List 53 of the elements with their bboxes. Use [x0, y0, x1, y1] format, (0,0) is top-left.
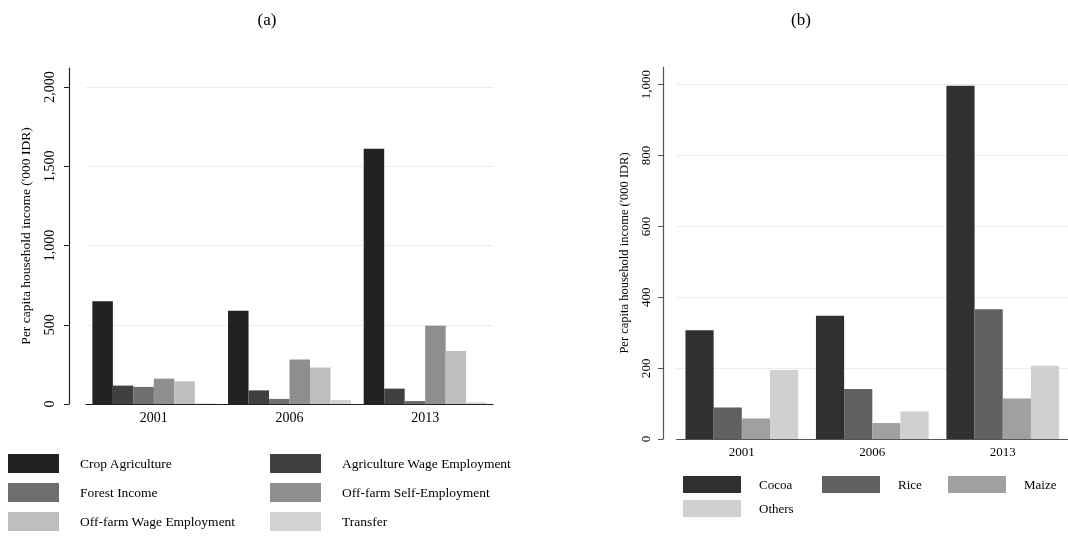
- legend-label: Cocoa: [759, 477, 793, 492]
- x-tick-label: 2001: [728, 444, 755, 459]
- bar: [330, 400, 351, 404]
- bar: [815, 315, 845, 439]
- x-tick-label: 2013: [411, 409, 440, 425]
- legend-label: Maize: [1024, 477, 1057, 492]
- legend-label: Off-farm Wage Employment: [80, 514, 236, 529]
- bar: [404, 400, 426, 404]
- bar: [112, 385, 134, 404]
- bar: [900, 411, 929, 439]
- legend-label: Off-farm Self-Employment: [342, 485, 491, 500]
- legend-label: Forest Income: [80, 485, 158, 500]
- bar: [741, 418, 771, 439]
- bar: [384, 388, 405, 404]
- bar: [946, 85, 975, 439]
- legend-label: Others: [759, 501, 794, 516]
- bar: [133, 386, 154, 404]
- bar: [1030, 365, 1060, 439]
- x-tick-label: 2001: [139, 409, 168, 425]
- y-axis-title: Per capita household income ('000 IDR): [17, 127, 33, 345]
- y-tick-label: 500: [41, 314, 57, 336]
- y-tick-label: 0: [638, 435, 653, 443]
- x-tick-label: 2006: [275, 409, 304, 425]
- legend-label: Transfer: [342, 514, 388, 529]
- y-axis-title: Per capita household income ('000 IDR): [616, 152, 631, 354]
- y-tick-label: 1,000: [41, 229, 57, 262]
- bar: [289, 359, 310, 404]
- bar: [770, 369, 799, 439]
- y-tick-label: 2,000: [41, 71, 57, 103]
- chart-title: (a): [257, 10, 277, 29]
- legend-label: Agriculture Wage Employment: [342, 456, 512, 471]
- bar: [269, 398, 290, 404]
- bar: [248, 390, 270, 404]
- legend-label: Crop Agriculture: [80, 456, 172, 471]
- x-tick-label: 2013: [989, 444, 1016, 459]
- bar: [153, 378, 175, 404]
- bar: [685, 330, 714, 439]
- bar: [872, 423, 901, 439]
- chart-title: (b): [791, 10, 811, 29]
- x-tick-label: 2006: [859, 444, 886, 459]
- y-tick-label: 1,000: [638, 70, 653, 100]
- bar: [445, 350, 467, 404]
- bar: [1002, 398, 1031, 439]
- y-tick-label: 1,500: [41, 150, 57, 183]
- y-tick-label: 200: [638, 358, 653, 378]
- bar: [309, 367, 331, 404]
- y-tick-label: 800: [638, 145, 653, 166]
- legend-label: Rice: [898, 477, 923, 492]
- bar: [425, 325, 446, 404]
- y-tick-label: 0: [41, 400, 57, 408]
- y-tick-label: 600: [638, 216, 653, 237]
- bar: [174, 381, 195, 404]
- y-tick-label: 400: [638, 287, 653, 308]
